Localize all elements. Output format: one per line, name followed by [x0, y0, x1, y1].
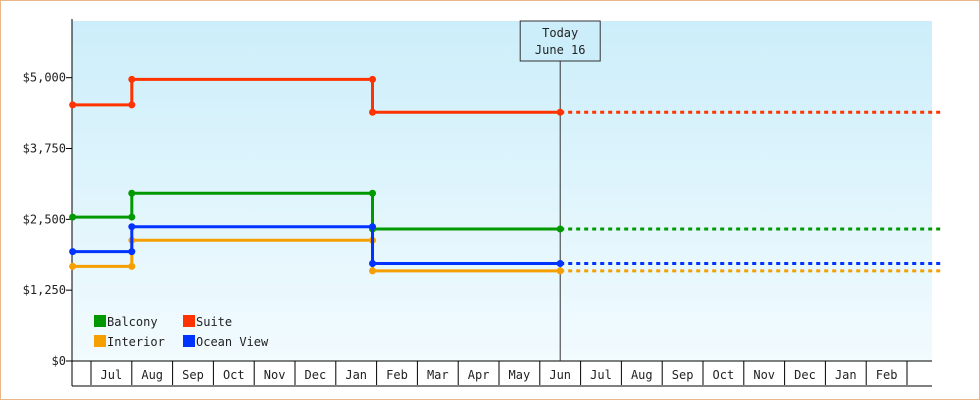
series-point-ocean-view-2	[128, 223, 136, 231]
series-point-suite-0	[69, 101, 77, 109]
series-line-suite	[72, 77, 561, 114]
legend-swatch-ocean-view	[183, 335, 195, 347]
x-tick-label-12: Jul	[590, 368, 612, 382]
series-point-ocean-view-1	[128, 248, 136, 256]
x-tick-label-7: Feb	[386, 368, 408, 382]
series-point-balcony-2	[128, 189, 136, 197]
series-point-interior-1	[128, 262, 136, 270]
plot-area	[72, 21, 932, 361]
series-layer	[69, 75, 944, 275]
series-point-suite-3	[369, 75, 377, 83]
series-point-interior-5	[556, 267, 564, 275]
today-box	[519, 20, 601, 62]
today-marker: Today June 16	[519, 20, 601, 361]
x-tick-label-17: Dec	[794, 368, 816, 382]
legend-swatch-interior	[94, 335, 106, 347]
x-tick-label-2: Sep	[182, 368, 204, 382]
x-tick-label-0: Jul	[101, 368, 123, 382]
x-tick-label-4: Nov	[264, 368, 286, 382]
legend-label-interior: Interior	[107, 335, 165, 349]
x-tick-label-3: Oct	[223, 368, 245, 382]
series-point-suite-2	[128, 75, 136, 83]
x-tick-label-6: Jan	[345, 368, 367, 382]
x-tick-label-5: Dec	[305, 368, 327, 382]
legend: Balcony Suite Interior Ocean View	[94, 315, 269, 349]
legend-label-ocean-view: Ocean View	[196, 335, 269, 349]
series-point-suite-1	[128, 101, 136, 109]
y-tick-label-1: $1,250	[23, 283, 66, 297]
series-point-ocean-view-3	[369, 223, 377, 231]
series-point-balcony-5	[556, 225, 564, 233]
series-ocean-view	[69, 223, 944, 268]
series-line-balcony	[72, 191, 561, 231]
today-label: Today	[542, 26, 578, 40]
y-tick-label-4: $5,000	[23, 71, 66, 85]
series-line-ocean-view	[72, 225, 561, 265]
x-tick-label-19: Feb	[876, 368, 898, 382]
y-tick-label-0: $0	[52, 354, 66, 368]
x-tick-label-11: Jun	[549, 368, 571, 382]
series-point-balcony-0	[69, 213, 77, 221]
series-point-balcony-1	[128, 213, 136, 221]
y-tick-label-3: $3,750	[23, 142, 66, 156]
x-tick-label-15: Oct	[713, 368, 735, 382]
series-point-ocean-view-4	[369, 260, 377, 268]
y-axis: $0 $1,250 $2,500 $3,750 $5,000	[23, 19, 73, 386]
series-point-interior-0	[69, 262, 77, 270]
series-point-balcony-3	[369, 189, 377, 197]
x-tick-label-18: Jan	[835, 368, 857, 382]
legend-label-balcony: Balcony	[107, 315, 158, 329]
legend-swatch-suite	[183, 315, 195, 327]
x-tick-label-8: Mar	[427, 368, 449, 382]
series-point-suite-4	[369, 108, 377, 116]
x-tick-label-16: Nov	[753, 368, 775, 382]
x-tick-label-1: Aug	[141, 368, 163, 382]
y-tick-label-2: $2,500	[23, 212, 66, 226]
x-tick-label-10: May	[509, 368, 531, 382]
x-tick-label-14: Sep	[672, 368, 694, 382]
series-line-interior	[72, 238, 561, 273]
series-point-interior-4	[369, 267, 377, 275]
legend-label-suite: Suite	[196, 315, 232, 329]
today-date-label: June 16	[535, 43, 586, 57]
series-suite	[69, 75, 944, 116]
series-point-suite-5	[556, 108, 564, 116]
series-point-ocean-view-5	[556, 260, 564, 268]
legend-swatch-balcony	[94, 315, 106, 327]
x-tick-label-13: Aug	[631, 368, 653, 382]
x-tick-label-9: Apr	[468, 368, 490, 382]
series-point-ocean-view-0	[69, 248, 77, 256]
x-axis: Jul Aug Sep Oct Nov Dec Jan Feb Mar Apr May Jun Jul A…	[72, 360, 932, 387]
